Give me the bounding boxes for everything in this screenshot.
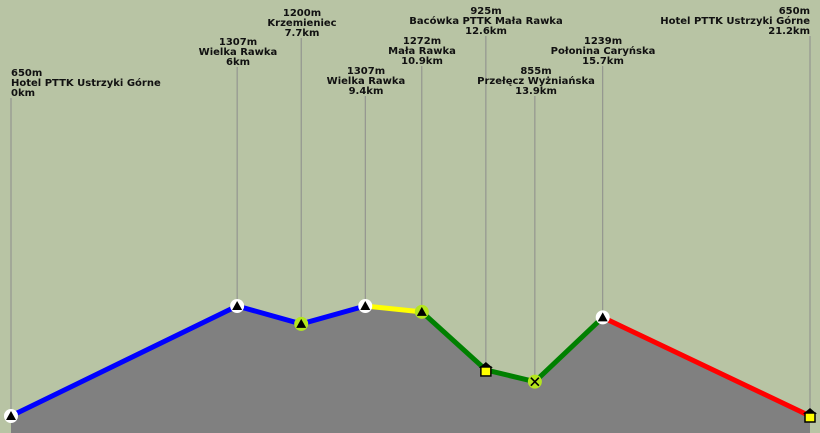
junction-cross-icon <box>530 377 540 387</box>
peak-icon <box>416 306 427 316</box>
elevation-label: 925m <box>470 6 501 17</box>
waypoint-name-label: Krzemieniec <box>267 18 336 29</box>
waypoint-marker-peak-green[interactable] <box>294 316 309 331</box>
waypoint-name-label: Bacówka PTTK Mała Rawka <box>409 15 562 27</box>
waypoint-name-label: Wielka Rawka <box>327 76 406 87</box>
waypoint-name-label: Mała Rawka <box>388 46 456 57</box>
waypoint-marker-junction[interactable] <box>527 374 542 389</box>
peak-icon <box>6 411 16 420</box>
distance-label: 7.7km <box>285 28 320 39</box>
peak-icon <box>597 312 608 322</box>
route-segment-5 <box>419 309 489 373</box>
distance-label: 9.4km <box>349 86 384 97</box>
distance-label: 6km <box>226 57 250 68</box>
route-segment-8 <box>600 314 813 419</box>
elevation-label: 1239m <box>584 36 622 47</box>
distance-label: 10.9km <box>401 56 443 67</box>
peak-icon <box>232 301 243 310</box>
waypoint-name-label: Przełęcz Wyżniańska <box>477 75 595 87</box>
route-segment-3 <box>298 303 368 327</box>
waypoint-marker-hut-yellow[interactable] <box>803 408 817 423</box>
waypoint-marker-peak-white[interactable] <box>4 409 18 423</box>
distance-label: 13.9km <box>515 86 557 97</box>
peak-icon <box>360 301 371 310</box>
waypoint-name-label: Wielka Rawka <box>199 47 278 58</box>
waypoint-marker-peak-white[interactable] <box>358 299 373 313</box>
waypoint-name-label: Hotel PTTK Ustrzyki Górne <box>660 15 810 27</box>
elevation-label: 650m <box>11 68 42 79</box>
elevation-label: 1307m <box>347 66 385 77</box>
distance-label: 21.2km <box>768 26 810 37</box>
elevation-label: 650m <box>779 6 810 17</box>
route-segment-7 <box>532 314 606 385</box>
elevation-label: 1272m <box>403 36 441 47</box>
distance-label: 12.6km <box>465 26 507 37</box>
route-segment-2 <box>234 303 304 327</box>
route-segment-6 <box>483 367 538 385</box>
distance-label: 0km <box>11 88 35 99</box>
terrain-area <box>11 306 810 433</box>
elevation-label: 855m <box>520 66 551 77</box>
waypoint-marker-peak-white[interactable] <box>595 310 610 325</box>
elevation-label: 1200m <box>283 8 321 19</box>
waypoint-marker-peak-green[interactable] <box>414 304 429 319</box>
distance-label: 15.7km <box>582 56 624 67</box>
hut-icon <box>804 412 816 423</box>
hut-icon <box>480 366 492 377</box>
waypoint-marker-hut-yellow[interactable] <box>478 361 493 377</box>
route-segment-4 <box>362 303 425 315</box>
waypoint-name-label: Hotel PTTK Ustrzyki Górne <box>11 77 161 89</box>
waypoint-name-label: Połonina Caryńska <box>551 45 656 57</box>
peak-icon <box>296 318 307 328</box>
elevation-label: 1307m <box>219 37 257 48</box>
waypoint-marker-peak-white[interactable] <box>230 299 245 313</box>
route-segment-1 <box>8 303 240 419</box>
